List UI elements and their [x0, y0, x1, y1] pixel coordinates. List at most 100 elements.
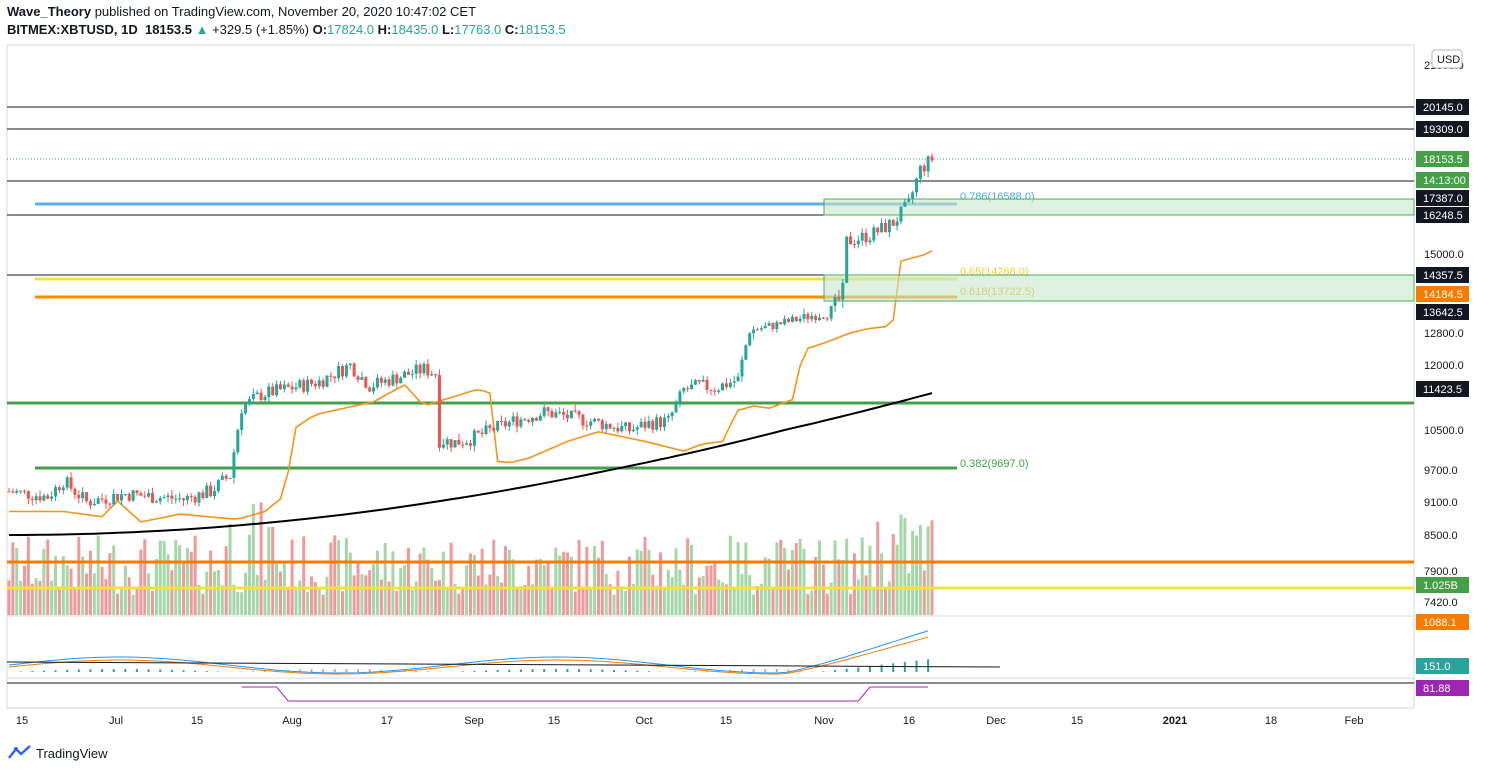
macd-hist-bar [333, 669, 336, 672]
close-value: 18153.5 [518, 22, 566, 37]
candle-body [472, 430, 476, 446]
volume-bar [461, 587, 465, 615]
volume-bar [895, 544, 899, 615]
volume-bar [321, 594, 325, 615]
time-tick-label: 17 [381, 715, 393, 727]
candle-body [604, 423, 608, 430]
candle-body [631, 429, 635, 432]
candle-body [818, 317, 822, 321]
candle-body [30, 498, 34, 501]
candle-body [166, 495, 170, 498]
volume-bar [922, 570, 926, 615]
price-change: +329.5 (+1.85%) [212, 22, 309, 37]
candle-body [488, 425, 492, 429]
change-arrow-icon: ▲ [195, 22, 209, 37]
macd-hist-bar [531, 669, 534, 672]
volume-bar [624, 590, 628, 615]
candle-body [922, 165, 926, 172]
time-tick-label: 16 [903, 715, 915, 727]
candle-body [639, 421, 643, 428]
candle-body [150, 492, 154, 503]
candle-body [492, 428, 496, 431]
candle-body [174, 498, 178, 500]
volume-bar [119, 586, 123, 615]
price-tick-label: 12800.0 [1424, 328, 1464, 340]
volume-bar [488, 574, 492, 615]
volume-bar [329, 542, 333, 615]
volume-bar [69, 568, 73, 615]
candle-body [596, 418, 600, 421]
volume-bar [682, 584, 686, 615]
candle-body [368, 387, 372, 392]
volume-bar [457, 593, 461, 615]
price-chart[interactable]: 0.786(16588.0)0.65(14268.0)0.618(13722.5… [0, 40, 1486, 740]
macd-hist-bar [461, 671, 464, 672]
volume-bar [550, 587, 554, 615]
time-tick-label: 2021 [1163, 715, 1187, 727]
macd-hist-bar [519, 669, 522, 672]
volume-bar [391, 551, 395, 615]
candle-body [259, 392, 263, 400]
volume-bar [372, 564, 376, 615]
candle-body [325, 375, 329, 387]
candle-body [23, 490, 27, 492]
volume-bar [558, 555, 562, 615]
candle-body [387, 379, 391, 386]
candle-body [903, 201, 907, 207]
volume-bar [201, 593, 205, 615]
candle-body [96, 498, 100, 504]
volume-bar [123, 565, 127, 615]
price-tag [1416, 190, 1469, 206]
candles [7, 153, 934, 510]
volume-bar [352, 575, 356, 615]
volume-bar [693, 594, 697, 615]
volume-bar [856, 579, 860, 615]
candle-body [61, 487, 65, 491]
volume-bar [585, 546, 589, 615]
volume-bar [263, 579, 267, 615]
rsi-line [241, 686, 929, 702]
volume-bar [449, 542, 453, 615]
volume-bar [298, 580, 302, 615]
macd-hist-bar [368, 669, 371, 672]
candle-body [375, 377, 379, 388]
candle-body [348, 363, 352, 366]
macd-hist-bar [578, 669, 581, 672]
volume-bar [604, 573, 608, 615]
candle-body [313, 383, 317, 387]
candle-body [65, 477, 69, 488]
candle-body [306, 379, 310, 392]
candle-body [154, 501, 158, 503]
candle-body [410, 373, 414, 375]
volume-bar [158, 540, 162, 615]
candle-body [197, 492, 201, 503]
footer-brand[interactable]: TradingView [8, 745, 108, 761]
candle-body [220, 475, 224, 480]
volume-bar [690, 545, 694, 615]
volume-bar [224, 546, 228, 615]
candle-body [794, 316, 798, 322]
macd-hist-bar [740, 669, 743, 672]
candle-body [317, 380, 321, 387]
volume-bar [833, 540, 837, 615]
currency-badge [1431, 49, 1463, 69]
candle-body [515, 416, 519, 427]
volume-bar [364, 575, 368, 615]
candle-body [798, 318, 802, 322]
author-name[interactable]: Wave_Theory [7, 4, 92, 19]
candle-body [372, 387, 376, 392]
volume-bar [829, 582, 833, 615]
macd-hist-bar [892, 663, 895, 672]
volume-bar [131, 594, 135, 615]
volume-bar [717, 579, 721, 615]
candle-body [57, 487, 61, 491]
candle-body [856, 240, 860, 245]
volume-bar [251, 504, 255, 615]
candle-body [628, 422, 632, 432]
candle-body [624, 422, 628, 427]
candle-body [344, 365, 348, 377]
candle-body [298, 380, 302, 388]
price-tag [1416, 577, 1469, 593]
macd-hist-bar [322, 669, 325, 672]
macd-hist-bar [508, 669, 511, 672]
